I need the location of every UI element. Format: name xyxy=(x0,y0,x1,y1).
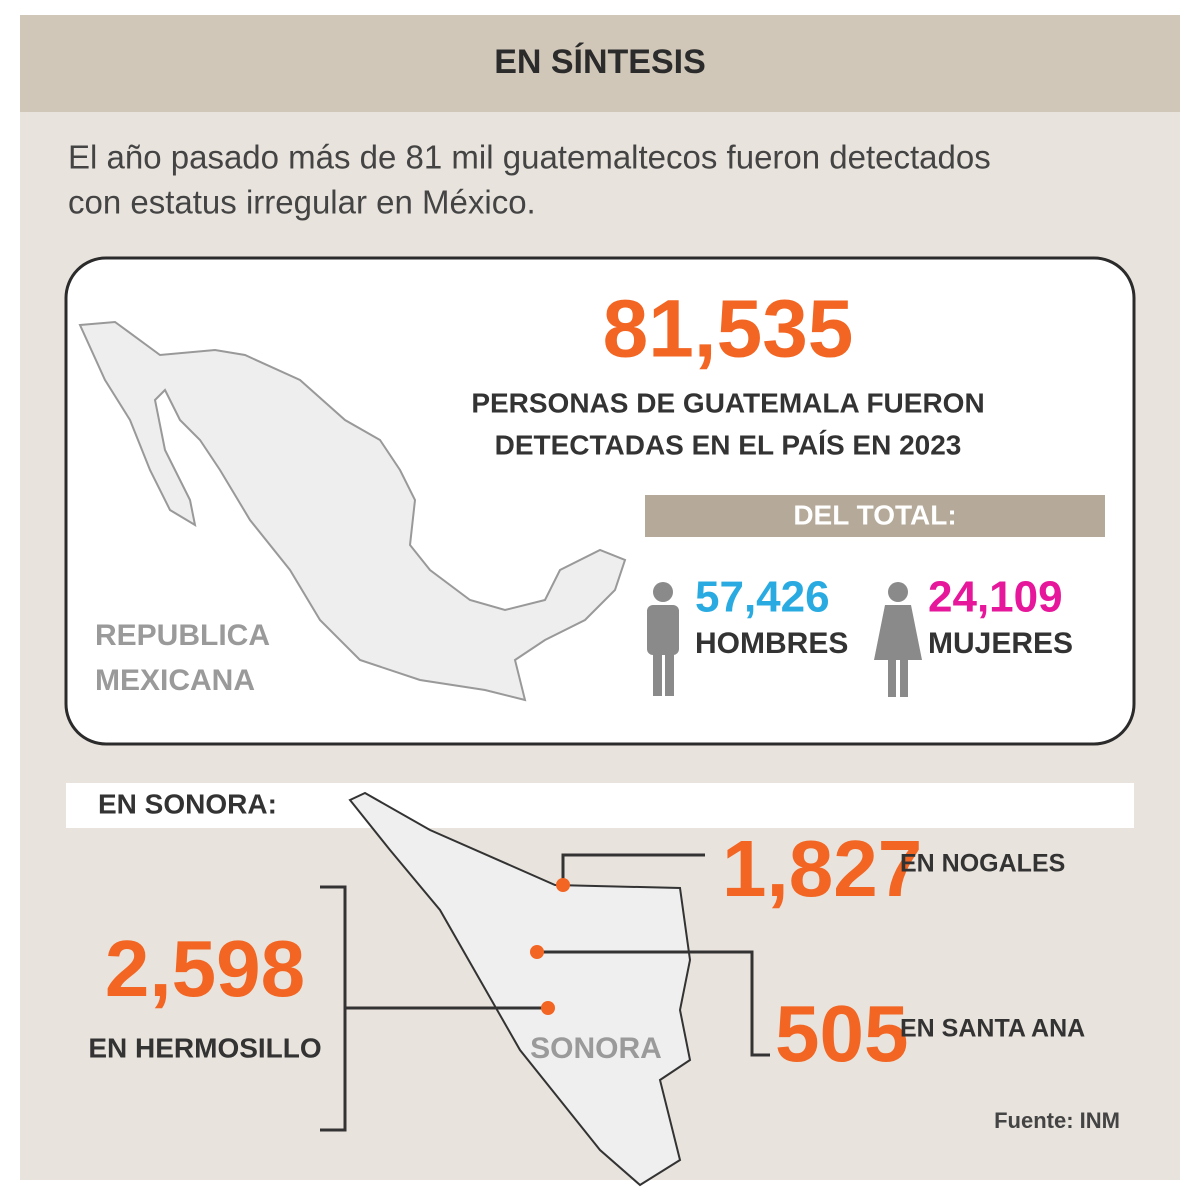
header-title: EN SÍNTESIS xyxy=(494,43,706,81)
city-value: 505 xyxy=(775,989,908,1078)
city-value: 2,598 xyxy=(105,924,305,1013)
city-dots xyxy=(530,878,570,1015)
total-description: DETECTADAS EN EL PAÍS EN 2023 xyxy=(495,429,962,460)
city-value: 1,827 xyxy=(722,824,922,913)
breakdown-band xyxy=(645,495,1105,537)
sonora-map xyxy=(348,791,692,1187)
sonora-band xyxy=(66,783,1134,828)
city-label: EN NOGALES xyxy=(900,850,1065,878)
women-label: MUJERES xyxy=(928,627,1073,660)
connectors xyxy=(320,853,770,1132)
women-value: 24,109 xyxy=(928,573,1063,622)
men-value: 57,426 xyxy=(695,573,830,622)
men-label: HOMBRES xyxy=(695,627,848,660)
map-label: REPUBLICA xyxy=(95,619,270,652)
city-label: EN SANTA ANA xyxy=(900,1015,1085,1043)
map-label: MEXICANA xyxy=(95,664,255,697)
man-icon xyxy=(647,582,679,696)
total-value: 81,535 xyxy=(603,284,854,375)
sonora-title: EN SONORA: xyxy=(98,788,277,819)
mexico-map xyxy=(78,320,627,702)
intro-line: El año pasado más de 81 mil guatemalteco… xyxy=(68,139,991,176)
breakdown-label: DEL TOTAL: xyxy=(793,499,956,530)
total-description: PERSONAS DE GUATEMALA FUERON xyxy=(471,387,984,418)
sonora-map-label: SONORA xyxy=(530,1032,662,1065)
intro-line: con estatus irregular en México. xyxy=(68,184,536,221)
header-band xyxy=(20,15,1180,112)
city-label: EN HERMOSILLO xyxy=(88,1032,321,1063)
woman-icon xyxy=(874,582,922,697)
source: Fuente: INM xyxy=(994,1108,1120,1133)
